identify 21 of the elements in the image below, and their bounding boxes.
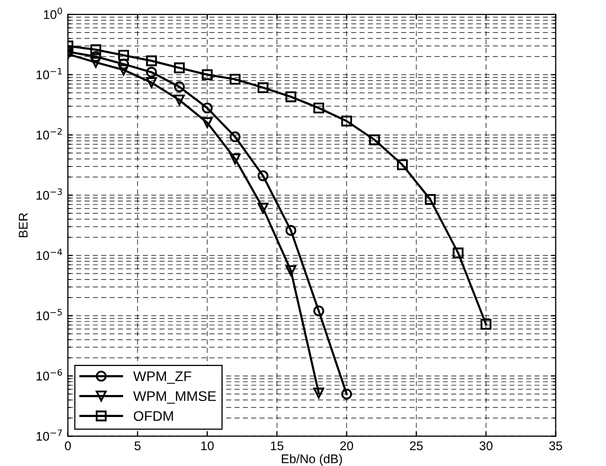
y-tick-label: 10$^{−7}$ — [36, 429, 62, 441]
x-tick-label: 25 — [410, 441, 423, 450]
y-tick-label: 10$^{−1}$ — [36, 68, 62, 80]
x-tick-label: 35 — [549, 441, 562, 450]
y-tick-label: 10$^{0}$ — [44, 8, 62, 20]
legend-label: WPM_ZF — [133, 371, 192, 384]
y-tick-label: 10$^{−5}$ — [36, 308, 62, 320]
x-tick-label: 20 — [340, 441, 354, 450]
legend-label: WPM_MMSE — [133, 391, 216, 404]
x-tick-label: 0 — [64, 441, 71, 450]
y-tick-label: 10$^{−4}$ — [36, 248, 62, 260]
x-tick-label: 10 — [201, 441, 214, 450]
legend-label: OFDM — [134, 411, 173, 421]
x-tick-label: 5 — [134, 441, 141, 450]
y-tick-label: 10$^{−2}$ — [36, 128, 62, 140]
y-tick-label: 10$^{−6}$ — [36, 369, 62, 380]
y-tick-label: 10$^{−3}$ — [36, 188, 62, 200]
x-tick-label: 15 — [270, 441, 284, 450]
x-axis-title: Eb/No (dB) — [282, 454, 342, 466]
y-axis-title: BER — [18, 213, 28, 238]
x-tick-label: 30 — [480, 441, 492, 450]
